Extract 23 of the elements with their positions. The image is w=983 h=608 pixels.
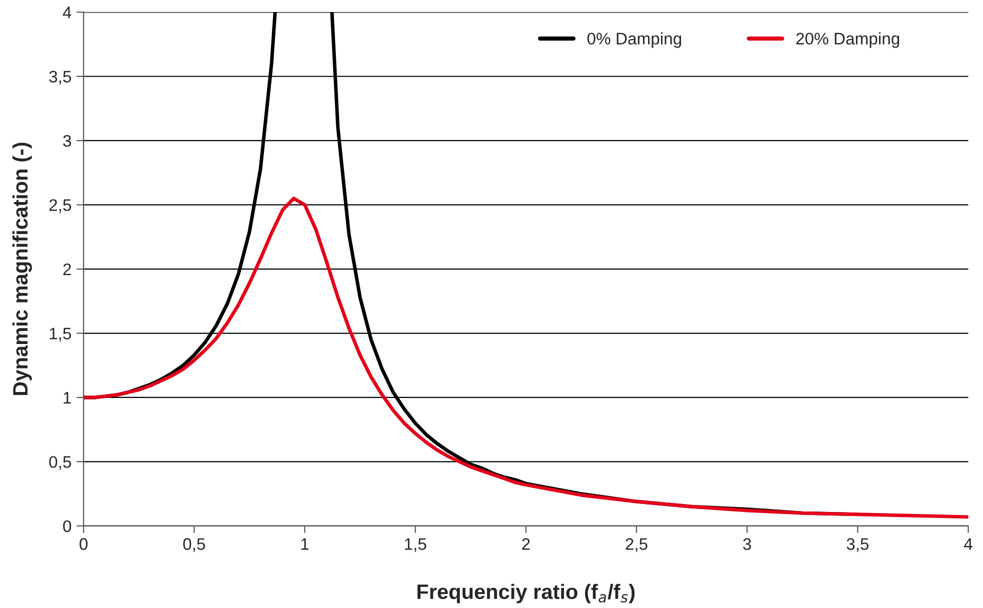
y-tick-label: 0	[63, 520, 72, 532]
x-tick-label: 2	[522, 538, 530, 550]
x-tick-label: 1	[301, 538, 309, 550]
x-tick-label: 1,5	[405, 538, 426, 552]
y-tick-label: 0,5	[49, 456, 72, 470]
y-axis-title: Dynamic magnification (-)	[12, 142, 32, 395]
x-axis-title: Frequenciy ratio (f$_{a}$/f$_{s}$)	[418, 584, 635, 604]
x-tick-label: 4	[964, 538, 972, 550]
x-tick-label: 2,5	[626, 538, 648, 552]
y-tick-label: 1,5	[50, 328, 72, 342]
x-tick-label: 0,5	[183, 538, 206, 552]
y-tick-label: 2	[63, 263, 71, 276]
y-tick-label: 3,5	[49, 70, 72, 85]
y-tick-label: 1	[64, 392, 71, 404]
x-tick-label: 3	[743, 538, 751, 550]
x-tick-label: 0	[80, 538, 88, 550]
x-tick-label: 3,5	[846, 538, 869, 552]
y-tick-label: 3	[63, 135, 72, 147]
legend-label: 20% Damping	[796, 32, 900, 48]
legend-label: 0% Damping	[587, 32, 682, 48]
y-tick-label: 4	[62, 6, 72, 18]
line-series	[84, 196, 968, 519]
y-tick-label: 2,5	[49, 199, 72, 213]
